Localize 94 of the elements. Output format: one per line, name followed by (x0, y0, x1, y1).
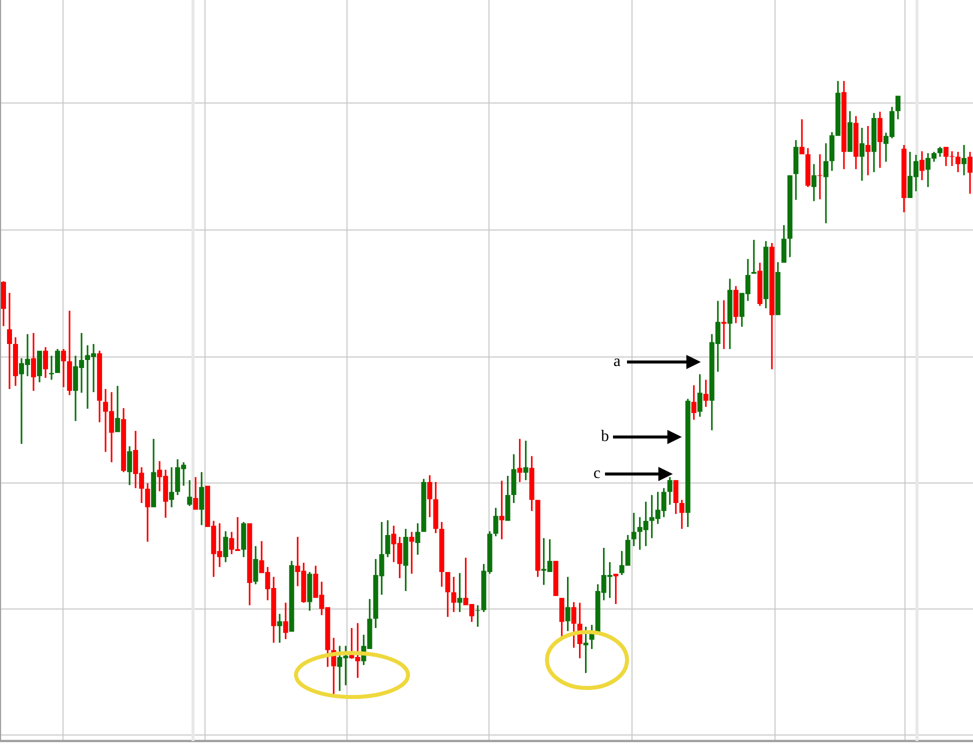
candlestick (571, 602, 576, 648)
candlestick (121, 408, 126, 472)
candlestick (433, 482, 438, 534)
candlestick (781, 225, 786, 263)
candlestick (427, 475, 432, 518)
candlestick (199, 472, 204, 526)
candlestick (187, 480, 192, 506)
candlestick (277, 614, 282, 643)
candlestick (877, 112, 882, 168)
candlestick (511, 454, 516, 503)
candlestick (691, 385, 696, 420)
candlestick (673, 480, 678, 514)
candlestick (283, 602, 288, 640)
candlestick (565, 576, 570, 632)
candlestick (7, 292, 12, 389)
candlestick (223, 531, 228, 562)
candlestick (847, 111, 852, 152)
candlestick (13, 337, 18, 386)
candlestick (733, 286, 738, 324)
candlestick (535, 500, 540, 577)
candlestick (55, 348, 60, 373)
candlestick (421, 478, 426, 532)
candlestick (253, 546, 258, 584)
candlestick (499, 480, 504, 540)
candlestick (409, 532, 414, 574)
candlestick (1, 281, 6, 326)
candlestick (451, 576, 456, 612)
candlestick (799, 119, 804, 154)
annotation: a (614, 358, 620, 366)
candlestick (97, 350, 102, 422)
candlestick (403, 528, 408, 592)
candlestick (937, 146, 942, 157)
candlestick (67, 310, 72, 396)
candlestick (307, 572, 312, 611)
candlestick (919, 151, 924, 180)
candlestick (769, 243, 774, 370)
candlestick (529, 456, 534, 511)
candlestick (667, 477, 672, 505)
candlestick (697, 374, 702, 417)
candlestick (151, 438, 156, 508)
candlestick (517, 438, 522, 482)
candlestick (853, 116, 858, 170)
annotation: b (601, 430, 608, 442)
candlestick (523, 440, 528, 480)
candlestick (193, 477, 198, 510)
candlestick (49, 356, 54, 380)
candlestick (962, 145, 967, 176)
candlestick (613, 574, 618, 604)
candlestick (805, 148, 810, 187)
candlestick (31, 332, 36, 391)
candlestick (679, 500, 684, 529)
candlestick (553, 560, 558, 596)
candlestick (385, 520, 390, 558)
candlestick (493, 508, 498, 536)
candlestick (631, 512, 636, 546)
candlestick (727, 278, 732, 349)
candlestick (968, 152, 973, 194)
candlestick (289, 560, 294, 632)
candlestick (127, 446, 132, 486)
candlestick (61, 348, 66, 388)
candlestick (817, 154, 822, 200)
candlestick (415, 523, 420, 555)
candlestick (811, 164, 816, 202)
candlestick (703, 380, 708, 407)
candlestick (956, 152, 961, 172)
candlestick (37, 350, 42, 382)
candlestick (115, 386, 120, 432)
candlestick (763, 241, 768, 308)
candlestick (751, 240, 756, 274)
candlestick (559, 598, 564, 638)
candlestick (505, 476, 510, 521)
candlestick (901, 145, 906, 212)
candlestick (145, 483, 150, 542)
candlestick (169, 467, 174, 508)
candlestick (871, 113, 876, 172)
candlestick (895, 96, 900, 120)
candlestick (247, 523, 252, 606)
candlestick (823, 143, 828, 224)
candlestick (793, 140, 798, 200)
candlestick (445, 572, 450, 617)
candlestick (787, 175, 792, 258)
candlestick (439, 522, 444, 587)
candlestick (475, 605, 480, 627)
annotation: c (594, 470, 600, 478)
candlestick (721, 300, 726, 349)
candlestick (841, 81, 846, 170)
candlestick (457, 573, 462, 612)
candlestick (685, 398, 690, 527)
candlestick (241, 522, 246, 558)
candlestick (865, 126, 870, 176)
candlestick (859, 128, 864, 181)
candlestick (43, 347, 48, 378)
candlestick (757, 262, 762, 306)
candlestick (775, 262, 780, 316)
